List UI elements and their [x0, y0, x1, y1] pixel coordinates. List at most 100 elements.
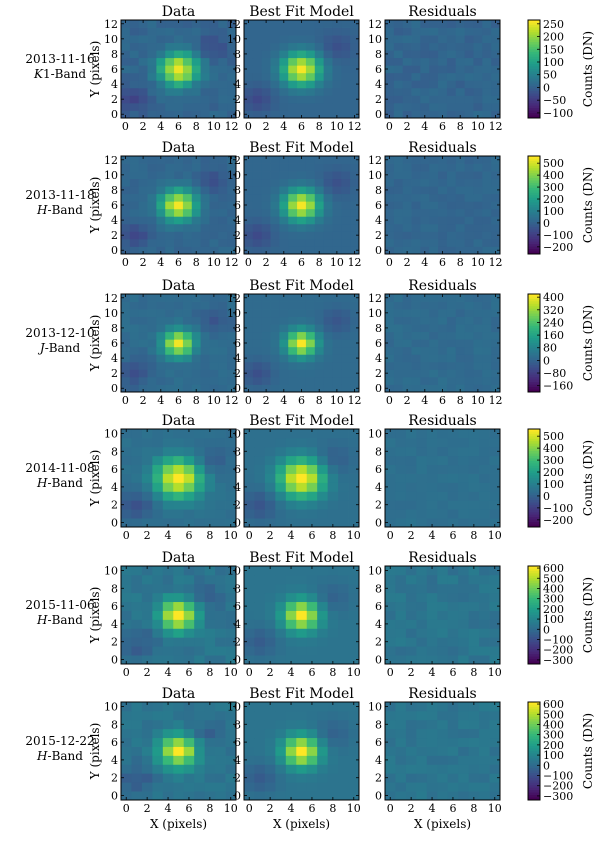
heatmap-cell: [446, 50, 457, 59]
heatmap-cell: [297, 339, 307, 348]
heatmap-cell: [458, 782, 470, 792]
colorbar-frame: [527, 428, 541, 528]
heatmap-cell: [191, 87, 202, 96]
heatmap-cell: [420, 331, 430, 340]
heatmap-cell: [317, 746, 329, 756]
heatmap-cell: [182, 87, 193, 96]
heatmap-cell: [385, 95, 395, 104]
heatmap-cell: [429, 80, 439, 89]
colorbar-segment: [528, 110, 540, 114]
heatmap-cell: [438, 294, 448, 302]
heatmap-cell: [227, 102, 237, 111]
heatmap-cell: [458, 719, 470, 730]
colorbar-segment: [528, 367, 540, 371]
heatmap-cell: [200, 294, 210, 302]
heatmap-cell: [438, 27, 448, 36]
heatmap-cell: [464, 171, 474, 180]
heatmap-cell: [338, 755, 349, 765]
heatmap-cell: [264, 446, 276, 457]
heatmap-cell: [204, 455, 216, 466]
colorbar-segment: [528, 453, 540, 457]
heatmap-cell: [200, 246, 210, 255]
colorbar-segment: [528, 239, 540, 243]
heatmap-cell: [447, 464, 459, 474]
heatmap-cell: [227, 27, 237, 36]
colorbar-segment: [528, 644, 540, 648]
heatmap-cell: [204, 655, 216, 665]
heatmap-cell: [225, 455, 237, 466]
heatmap-cell: [244, 216, 254, 225]
heatmap-cell: [138, 223, 148, 232]
heatmap-cell: [225, 473, 237, 483]
heatmap-cell: [385, 309, 395, 318]
heatmap-cell: [455, 80, 466, 89]
heatmap-cell: [297, 102, 307, 111]
x-tick-label: 8: [457, 256, 464, 269]
heatmap-cell: [314, 201, 325, 210]
heatmap-cell: [244, 110, 254, 119]
heatmap-cell: [305, 20, 316, 28]
heatmap-cell: [332, 376, 342, 385]
heatmap-cell: [297, 384, 307, 393]
colorbar-segment: [528, 624, 540, 628]
heatmap-cell: [162, 628, 174, 638]
heatmap-cell: [385, 87, 395, 96]
heatmap-cell: [121, 156, 131, 164]
heatmap-cell: [165, 231, 175, 240]
heatmap-cell: [147, 301, 157, 310]
heatmap-cell: [455, 57, 466, 66]
heatmap-cell: [489, 482, 501, 492]
heatmap-cell: [121, 57, 131, 66]
heatmap-cell: [411, 376, 421, 385]
heatmap-cell: [121, 646, 132, 656]
row-band-label: H-Band: [36, 476, 83, 490]
colorbar-segment: [528, 173, 540, 177]
heatmap-cell: [288, 65, 298, 74]
heatmap-cell: [194, 728, 206, 739]
heatmap-cell: [348, 464, 360, 474]
heatmap-cell: [468, 566, 480, 576]
heatmap-cell: [327, 764, 339, 774]
heatmap-cell: [200, 361, 210, 370]
heatmap-cell: [473, 238, 483, 247]
heatmap-cell: [261, 178, 271, 187]
heatmap-cell: [402, 216, 412, 225]
heatmap-cell: [264, 628, 276, 638]
heatmap-cell: [306, 446, 318, 457]
heatmap-cell: [350, 208, 360, 217]
heatmap-cell: [411, 72, 421, 81]
heatmap-cell: [141, 491, 153, 501]
colorbar-segment: [528, 661, 540, 665]
colorbar-segment: [528, 83, 540, 87]
heatmap-cell: [305, 178, 316, 187]
heatmap-cell: [455, 223, 466, 232]
y-tick-label: 2: [375, 367, 382, 380]
heatmap-cell: [165, 294, 175, 302]
heatmap-cell: [254, 755, 266, 765]
heatmap-cell: [121, 791, 132, 801]
heatmap-cell: [244, 429, 255, 439]
heatmap-cell: [215, 482, 226, 492]
heatmap-cell: [121, 773, 132, 783]
heatmap-cell: [183, 719, 195, 730]
heatmap-cell: [489, 628, 501, 638]
x-tick-label: 10: [347, 529, 361, 542]
heatmap-cell: [200, 171, 210, 180]
heatmap-cell: [348, 773, 360, 783]
heatmap-cell: [350, 186, 360, 195]
heatmap-cell: [275, 464, 287, 474]
heatmap-cell: [341, 223, 351, 232]
heatmap-cell: [446, 193, 457, 202]
heatmap-cell: [416, 746, 428, 756]
x-tick-label: 12: [348, 256, 362, 269]
heatmap-cell: [174, 95, 184, 104]
heatmap-cell: [405, 710, 417, 721]
heatmap-cell: [447, 773, 459, 783]
column-title: Best Fit Model: [249, 413, 354, 429]
heatmap-cell: [416, 455, 428, 466]
heatmap-cell: [182, 231, 193, 240]
heatmap-cell: [288, 238, 298, 247]
heatmap-cell: [464, 216, 474, 225]
